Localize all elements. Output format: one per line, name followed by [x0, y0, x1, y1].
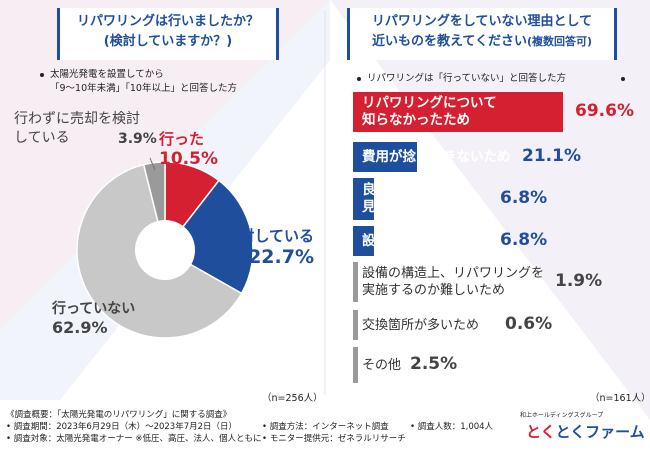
- bullet-dot-icon: [357, 76, 361, 81]
- right-title-line1: リパワリングをしていない理由として: [371, 14, 593, 29]
- bar-label-0: リパワリングについて 知らなかったため: [362, 95, 497, 129]
- bar-label-5: 交換箇所が多いため: [362, 317, 479, 334]
- bar-2: [353, 178, 374, 220]
- logo-part2: とく: [555, 423, 586, 441]
- pie-label-done-value: 10.5%: [159, 149, 218, 169]
- pie-slice-1: [163, 179, 254, 295]
- bar-value-5: 0.6%: [505, 314, 553, 334]
- footer-survey-people: • 調査人数：1,004人: [410, 422, 494, 432]
- bullet-dot-icon: [40, 72, 44, 77]
- pie-label-sell-name: 行わずに売却を検討している: [14, 111, 140, 146]
- pie-label-sell: 行わずに売却を検討している: [14, 110, 144, 148]
- bar-4: [353, 262, 358, 302]
- bullet-dot-icon: [621, 77, 625, 81]
- bar-3: [353, 226, 374, 256]
- bar-label-5-line-0: 交換箇所が多いため: [362, 317, 480, 333]
- pie-label-not-done-name: 行っていない: [52, 301, 136, 317]
- bar-value-2: 6.8%: [500, 188, 548, 208]
- pie-label-done-name: 行った: [159, 130, 205, 148]
- left-title-line2: (検討していますか？): [103, 34, 233, 49]
- bar-value-6: 2.5%: [410, 354, 458, 374]
- bar-label-4: 設備の構造上、リパワリングを 実施するのか難しいため: [362, 265, 544, 299]
- right-condition: リパワリングは「行っていない」と回答した方: [357, 72, 635, 86]
- logo-subtitle: 和上ホールディングスグループ: [520, 412, 604, 419]
- left-n-count: （n=256人）: [262, 393, 323, 404]
- pie-label-considering: 検討している 22.7%: [206, 225, 314, 268]
- bar-value-1: 21.1%: [522, 146, 581, 166]
- pie-label-not-done: 行っていない 62.9%: [52, 298, 135, 337]
- pie-center-hole: [135, 220, 195, 280]
- bar-value-0: 69.6%: [575, 101, 634, 121]
- pie-label-considering-value: 22.7%: [248, 246, 314, 268]
- left-condition: 太陽光発電を設置してから 「9～10年未満」「10年以上」と回答した方: [40, 68, 237, 96]
- bar-label-2-line-0: 良い専門業者が: [362, 182, 457, 198]
- bar-0: [353, 92, 564, 132]
- bar-value-4: 1.9%: [555, 271, 603, 291]
- pie-leader-line: [149, 157, 156, 171]
- footer-survey-target: • 調査対象：太陽光発電オーナー ※低圧、高圧、法人、個人ともに: [6, 434, 262, 444]
- bar-label-2: 良い専門業者が 見つからないため: [362, 182, 470, 216]
- left-condition-line2: 「9～10年未満」「10年以上」と回答した方: [50, 83, 237, 94]
- bar-label-6-line-0: その他: [362, 357, 402, 373]
- bar-value-3: 6.8%: [500, 230, 548, 250]
- tokutoku-farm-logo: とくとくファーム: [526, 421, 645, 442]
- bar-label-0-line-0: リパワリングについて: [362, 95, 497, 111]
- footer-survey-method: • 調査方法：インターネット調査: [262, 422, 389, 432]
- bar-6: [353, 347, 358, 383]
- logo-part1: とく: [526, 423, 556, 441]
- bar-label-6: その他: [362, 357, 401, 374]
- bar-label-1-line-0: 費用が捻出できないため: [362, 148, 511, 165]
- pie-label-sell-value: 3.9%: [118, 131, 157, 147]
- bar-label-1: 費用が捻出できないため: [362, 149, 511, 166]
- bar-label-2-line-1: 見つからないため: [362, 199, 470, 215]
- left-title-line1: リパワリングは行いましたか？: [76, 14, 259, 29]
- bar-label-0-line-1: 知らなかったため: [362, 112, 470, 128]
- right-n-count: （n=161人）: [590, 393, 650, 404]
- logo-part3: ファーム: [585, 423, 645, 441]
- pie-label-not-done-value: 62.9%: [52, 318, 108, 337]
- right-condition-text: リパワリングは「行っていない」と回答した方: [367, 73, 567, 84]
- left-panel-title: リパワリングは行いましたか？ (検討していますか？): [57, 8, 279, 60]
- right-title-line2: 近いものを教えてください: [371, 34, 527, 49]
- bar-label-4-line-0: 設備の構造上、リパワリングを: [362, 266, 545, 281]
- bar-label-3-line-0: 設備が大きいため: [362, 232, 470, 249]
- right-title-suffix: (複数回答可): [526, 35, 593, 48]
- footer-survey-provider: • モニター提供元：ゼネラルリサーチ: [262, 434, 406, 444]
- bar-5: [353, 310, 358, 340]
- footer-survey-period: • 調査期間：2023年6月29日（木）～2023年7月2日（日）: [6, 422, 238, 432]
- bar-label-4-line-1: 実施するのか難しいため: [362, 283, 506, 298]
- bar-1: [353, 142, 417, 172]
- bar-label-3: 設備が大きいため: [362, 233, 470, 250]
- right-panel-title: リパワリングをしていない理由として 近いものを教えてください(複数回答可): [347, 8, 617, 60]
- pie-label-considering-name: 検討している: [224, 227, 314, 245]
- footer-survey-heading: 《調査概要：「太陽光発電のリパワリング」に関する調査》: [6, 410, 232, 420]
- pie-label-done: 行った 10.5%: [159, 128, 218, 169]
- left-condition-line1: 太陽光発電を設置してから: [50, 69, 164, 80]
